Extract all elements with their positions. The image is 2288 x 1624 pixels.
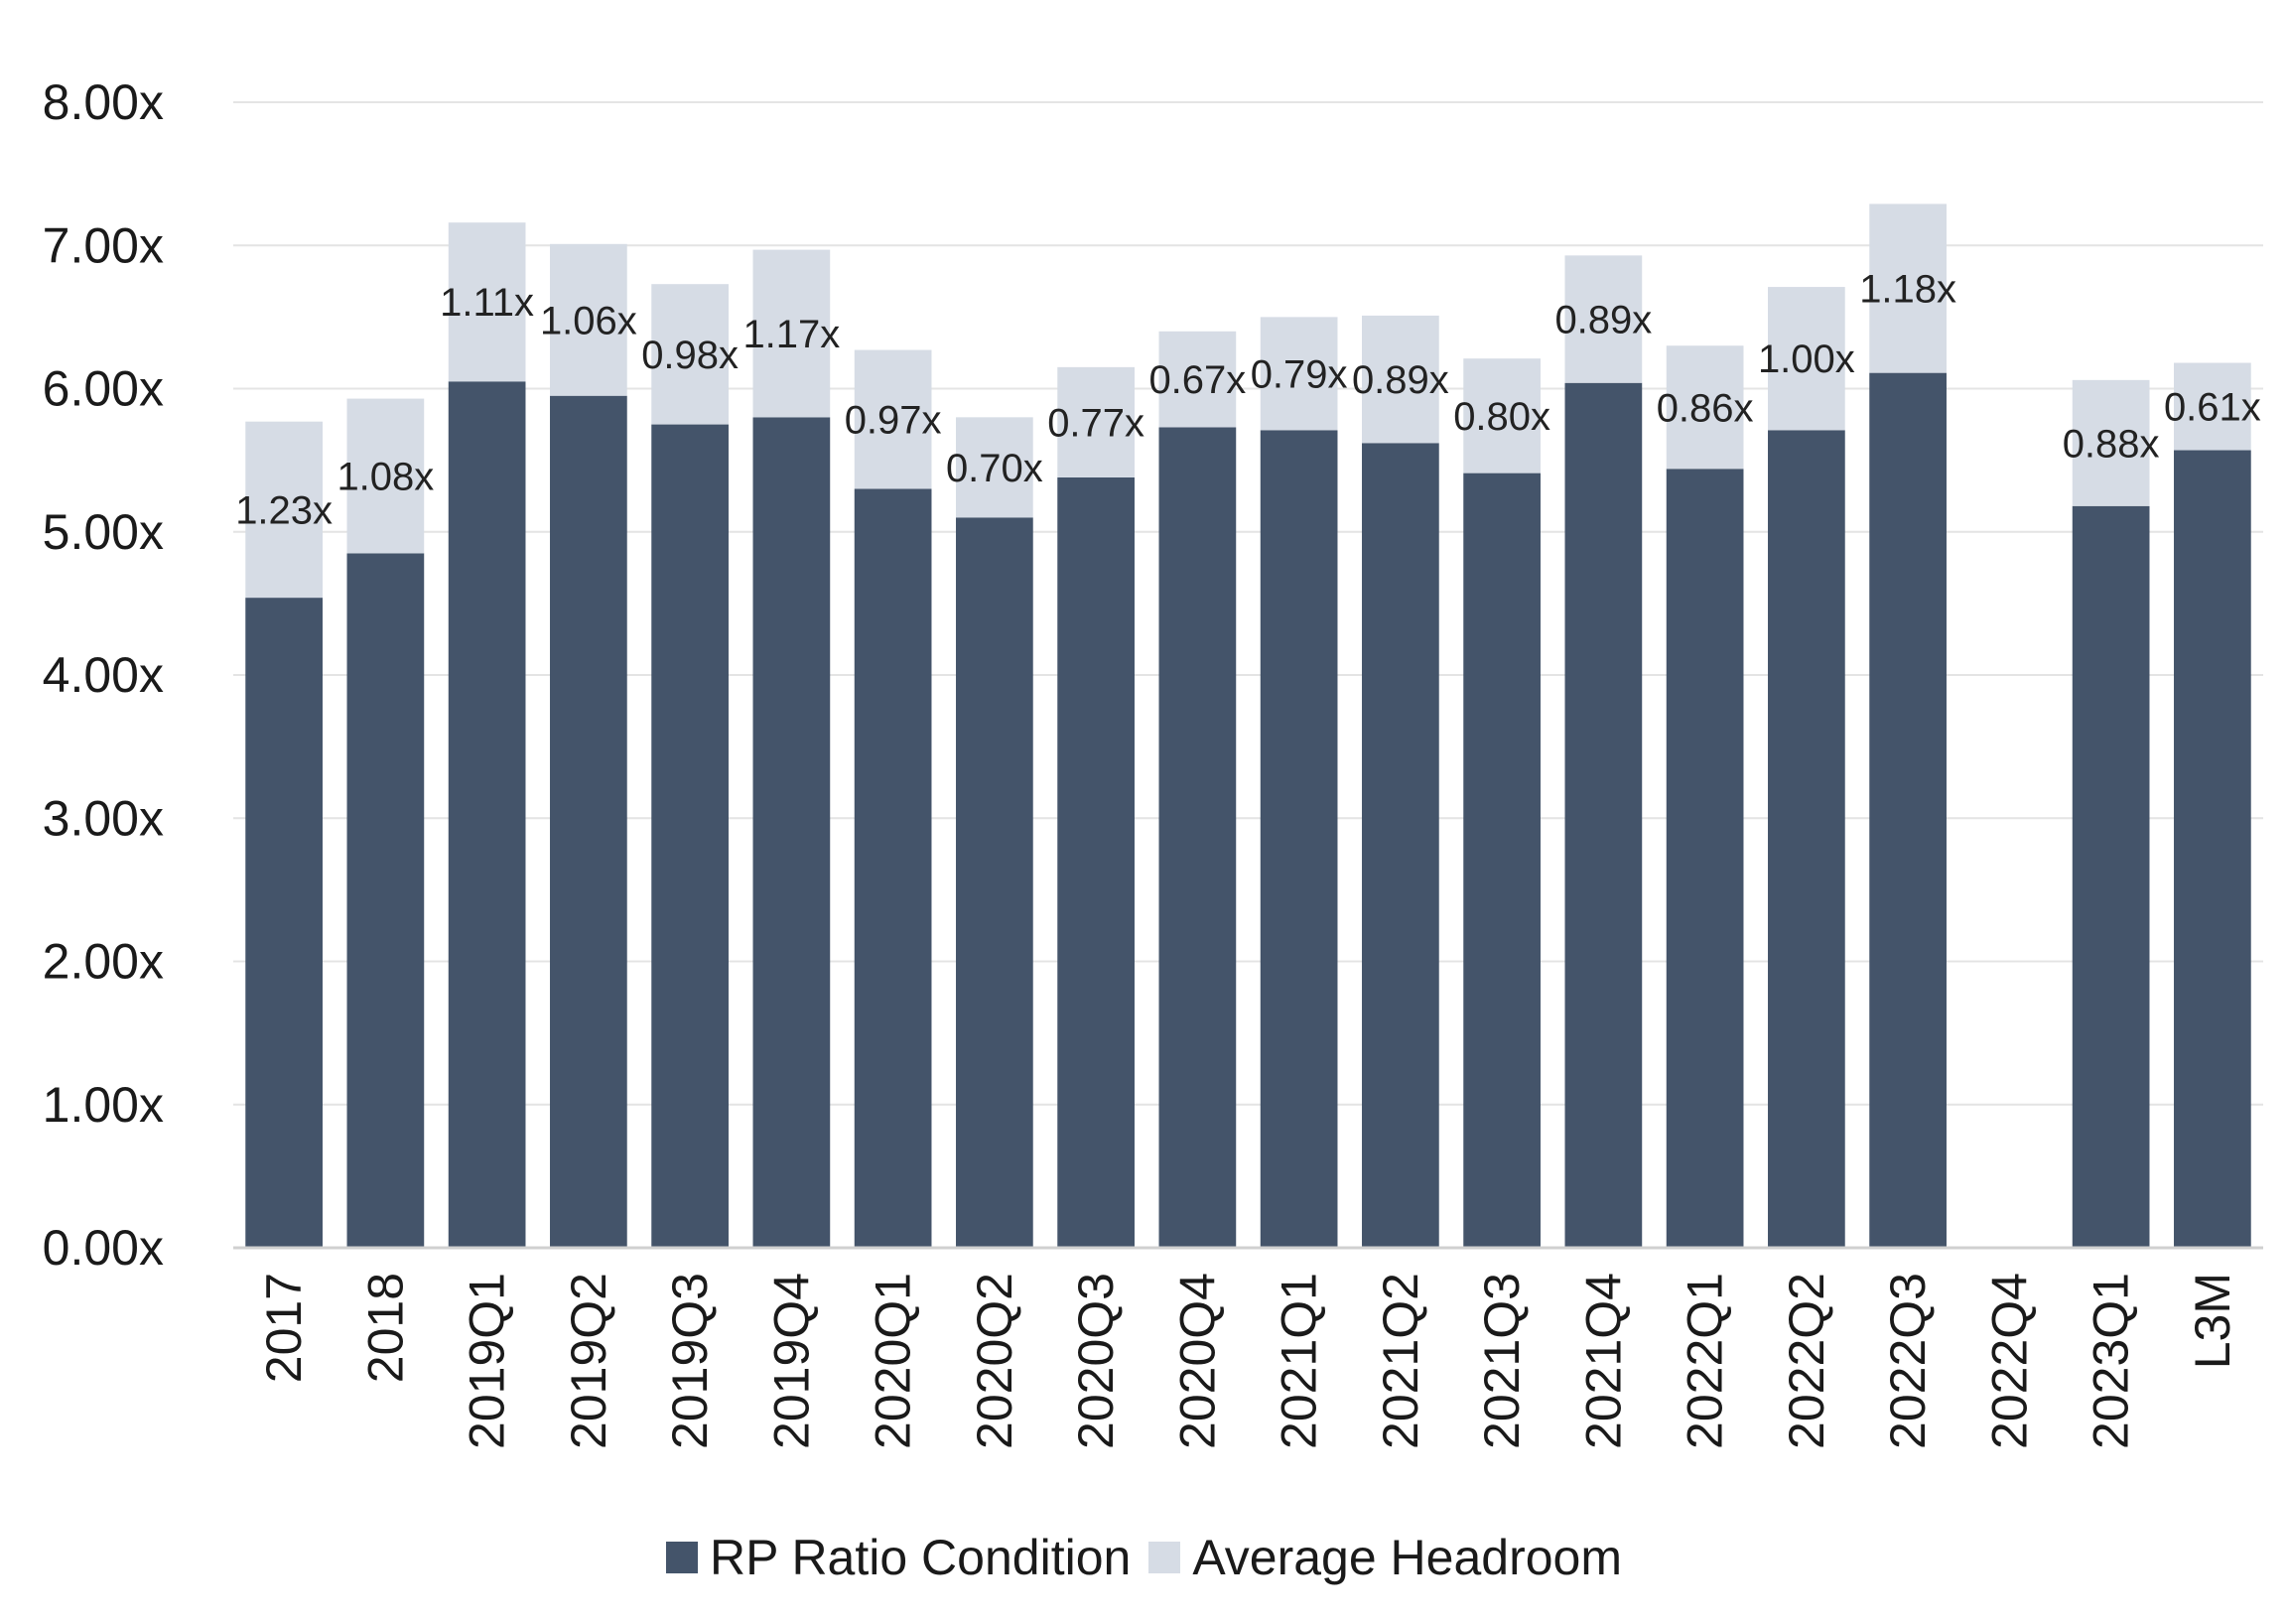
- data-label: 0.88x: [2063, 422, 2160, 466]
- bar-average-headroom: [1869, 203, 1947, 373]
- x-tick-label: 2020Q3: [1068, 1273, 1124, 1449]
- data-label: 0.67x: [1148, 358, 1246, 402]
- x-tick-label: 2018: [357, 1273, 413, 1383]
- legend-item-average-headroom: Average Headroom: [1148, 1529, 1622, 1586]
- bar-average-headroom: [1463, 358, 1541, 474]
- data-label: 0.89x: [1352, 358, 1449, 402]
- data-label: 1.08x: [336, 455, 434, 498]
- bar-average-headroom: [854, 349, 932, 489]
- y-tick-label: 6.00x: [43, 361, 164, 417]
- x-tick-label: 2020Q4: [1169, 1273, 1225, 1449]
- bar-rp-ratio-condition: [1362, 443, 1439, 1248]
- bar-average-headroom: [1260, 317, 1338, 431]
- bar-average-headroom: [1564, 255, 1643, 383]
- chart-legend: RP Ratio Condition Average Headroom: [0, 1529, 2288, 1586]
- x-tick-label: 2020Q1: [866, 1273, 921, 1449]
- y-tick-label: 7.00x: [43, 217, 164, 273]
- y-tick-label: 1.00x: [43, 1077, 164, 1133]
- y-tick-label: 4.00x: [43, 647, 164, 703]
- data-label: 1.00x: [1758, 338, 1855, 381]
- bar-rp-ratio-condition: [2072, 505, 2150, 1248]
- data-label: 0.89x: [1554, 299, 1652, 342]
- bar-rp-ratio-condition: [956, 517, 1033, 1248]
- bar-average-headroom: [752, 249, 831, 418]
- data-label: 1.06x: [540, 299, 637, 342]
- x-tick-label: 2022Q2: [1779, 1273, 1834, 1449]
- bar-average-headroom: [651, 284, 729, 425]
- bar-rp-ratio-condition: [1869, 372, 1947, 1248]
- x-tick-label: L3M: [2185, 1273, 2240, 1369]
- x-tick-label: 2022Q4: [1981, 1273, 2037, 1449]
- bar-average-headroom: [346, 398, 425, 554]
- x-tick-label: 2023Q1: [2084, 1273, 2139, 1449]
- data-label: 0.70x: [946, 447, 1043, 490]
- bar-rp-ratio-condition: [1260, 430, 1338, 1248]
- data-label: 1.11x: [440, 281, 534, 325]
- bar-rp-ratio-condition: [1666, 469, 1744, 1248]
- bar-average-headroom: [1057, 366, 1135, 477]
- x-tick-label: 2017: [256, 1273, 312, 1383]
- bar-rp-ratio-condition: [245, 598, 323, 1248]
- bar-rp-ratio-condition: [1057, 476, 1135, 1248]
- bar-average-headroom: [1362, 315, 1439, 444]
- data-label: 0.77x: [1047, 401, 1144, 445]
- x-tick-label: 2020Q2: [967, 1273, 1022, 1449]
- bar-average-headroom: [2072, 379, 2150, 506]
- bar-rp-ratio-condition: [346, 553, 425, 1248]
- bar-rp-ratio-condition: [550, 395, 627, 1248]
- data-label: 0.79x: [1251, 352, 1348, 396]
- x-tick-label: 2019Q1: [460, 1273, 515, 1449]
- bar-average-headroom: [1666, 345, 1744, 470]
- y-tick-label: 2.00x: [43, 934, 164, 990]
- x-tick-label: 2021Q1: [1272, 1273, 1327, 1449]
- x-tick-label: 2019Q3: [662, 1273, 718, 1449]
- data-label: 1.23x: [235, 488, 333, 532]
- x-tick-label: 2019Q4: [763, 1273, 819, 1449]
- data-label: 0.61x: [2164, 386, 2261, 430]
- data-label: 0.86x: [1657, 386, 1754, 430]
- x-tick-label: 2019Q2: [561, 1273, 616, 1449]
- x-tick-label: 2022Q3: [1880, 1273, 1936, 1449]
- bar-average-headroom: [1158, 331, 1237, 428]
- data-label: 0.97x: [845, 399, 942, 443]
- bar-average-headroom: [2174, 362, 2251, 451]
- bar-rp-ratio-condition: [1463, 473, 1541, 1248]
- data-label: 1.18x: [1859, 268, 1956, 312]
- bar-rp-ratio-condition: [1564, 382, 1643, 1249]
- legend-label-average-headroom: Average Headroom: [1192, 1530, 1622, 1585]
- bar-rp-ratio-condition: [1158, 427, 1237, 1248]
- bar-average-headroom: [448, 222, 526, 382]
- y-tick-label: 5.00x: [43, 504, 164, 560]
- legend-swatch-rp-ratio: [666, 1542, 698, 1573]
- legend-label-rp-ratio: RP Ratio Condition: [710, 1530, 1132, 1585]
- bar-rp-ratio-condition: [854, 488, 932, 1249]
- legend-swatch-average-headroom: [1148, 1542, 1181, 1573]
- x-tick-label: 2022Q1: [1678, 1273, 1733, 1449]
- bar-rp-ratio-condition: [752, 417, 831, 1249]
- bar-rp-ratio-condition: [2174, 450, 2251, 1249]
- x-tick-label: 2021Q2: [1373, 1273, 1428, 1449]
- bar-rp-ratio-condition: [448, 381, 526, 1249]
- bar-average-headroom: [245, 421, 323, 599]
- bar-average-headroom: [550, 243, 627, 396]
- bar-average-headroom: [1768, 287, 1845, 431]
- bar-rp-ratio-condition: [1768, 430, 1845, 1248]
- data-label: 1.17x: [742, 313, 840, 356]
- data-label: 0.98x: [641, 334, 739, 377]
- y-tick-label: 8.00x: [43, 74, 164, 130]
- x-tick-label: 2021Q4: [1575, 1273, 1631, 1449]
- y-tick-label: 3.00x: [43, 790, 164, 846]
- x-tick-label: 2021Q3: [1474, 1273, 1530, 1449]
- bar-rp-ratio-condition: [651, 424, 729, 1248]
- bar-average-headroom: [956, 417, 1033, 518]
- data-label: 0.80x: [1453, 395, 1550, 439]
- y-tick-label: 0.00x: [43, 1220, 164, 1276]
- legend-item-rp-ratio: RP Ratio Condition: [666, 1529, 1131, 1586]
